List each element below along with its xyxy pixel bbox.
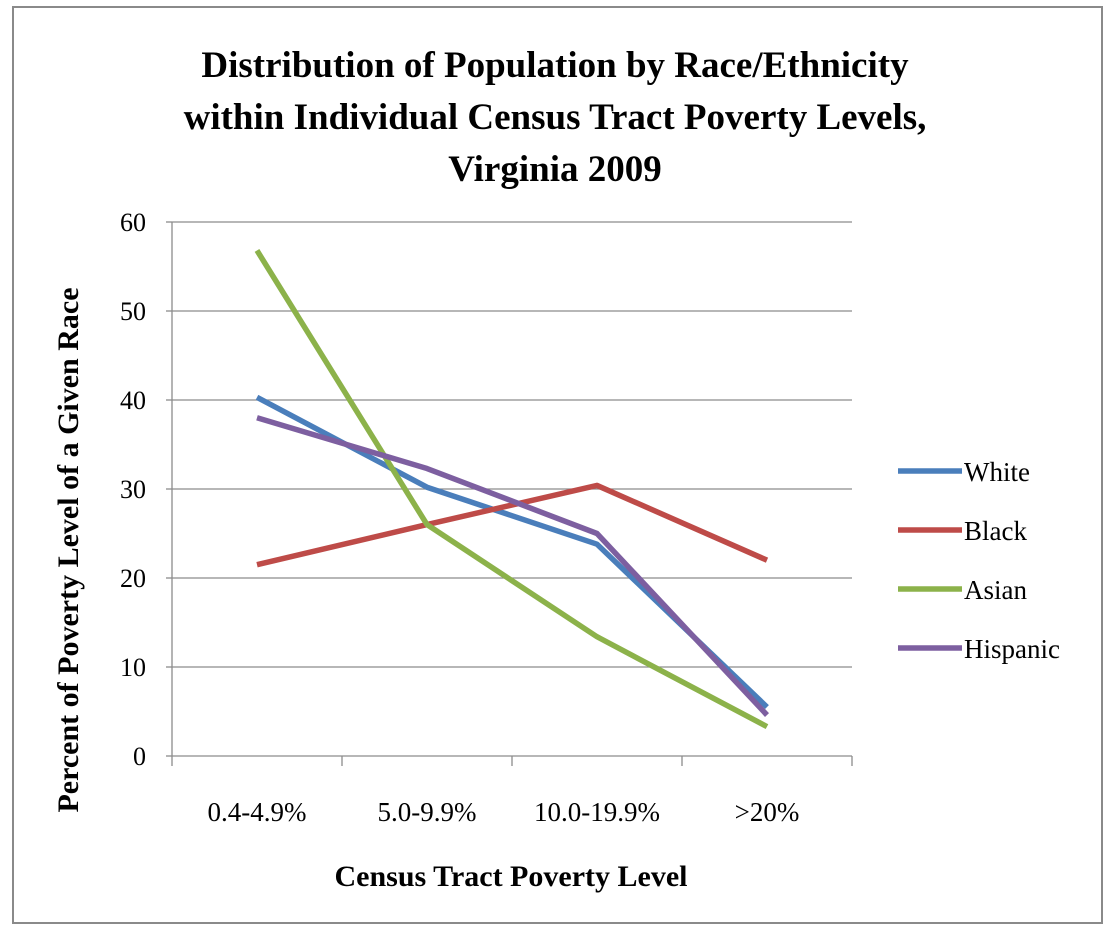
y-tick-label: 60 (120, 208, 146, 237)
y-tick-label: 0 (133, 742, 146, 771)
series-line-hispanic (256, 415, 770, 717)
legend-label-white: White (964, 457, 1030, 487)
series-line-black (256, 482, 769, 568)
x-tick-label: 5.0-9.9% (378, 797, 477, 827)
series-line-asian (254, 249, 769, 730)
series-lines (254, 249, 770, 730)
legend-label-hispanic: Hispanic (964, 634, 1060, 664)
y-tick-label: 40 (120, 386, 146, 415)
y-tick-label: 50 (120, 297, 146, 326)
chart-title-line-1: Distribution of Population by Race/Ethni… (201, 45, 909, 86)
legend-label-asian: Asian (964, 575, 1027, 605)
x-axis-title: Census Tract Poverty Level (335, 860, 688, 893)
gridlines (172, 221, 852, 668)
x-tick-label: 0.4-4.9% (208, 797, 307, 827)
x-tick-label: >20% (735, 797, 800, 827)
y-tick-label: 30 (120, 475, 146, 504)
chart-title: Distribution of Population by Race/Ethni… (20, 40, 1090, 196)
x-tick-label: 10.0-19.9% (534, 797, 660, 827)
legend: White Black Asian Hispanic (898, 457, 1060, 664)
chart-title-line-2: within Individual Census Tract Poverty L… (183, 97, 927, 138)
chart-frame (12, 6, 1103, 924)
y-axis-title: Percent of Poverty Level of a Given Race (52, 287, 85, 812)
chart-title-line-3: Virginia 2009 (448, 149, 662, 190)
series-line-white (255, 394, 769, 710)
y-tick-label: 10 (120, 653, 146, 682)
axes: 0 10 20 30 40 50 60 0.4-4.9% 5.0-9.9% 10.0-19.9% >… (120, 208, 853, 827)
y-tick-label: 20 (120, 564, 146, 593)
legend-label-black: Black (964, 516, 1027, 546)
